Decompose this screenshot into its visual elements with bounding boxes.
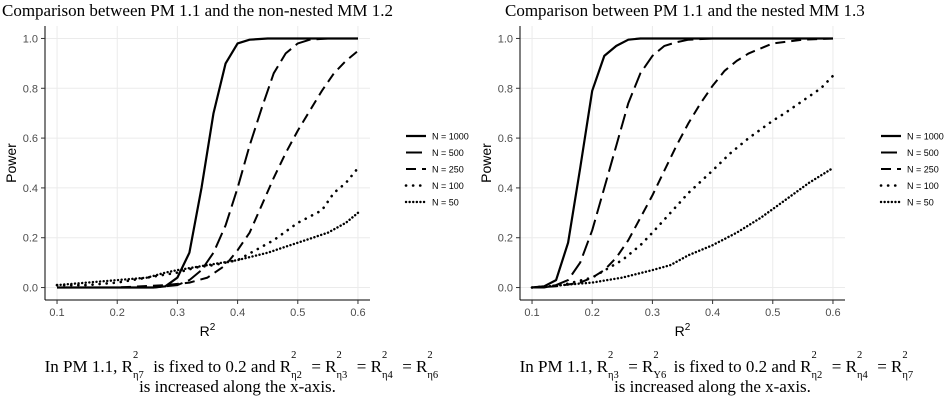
legend-label: N = 50	[432, 198, 459, 208]
r-squared-symbol: R 2 η3	[325, 350, 348, 382]
r-squared-symbol: R 2 η2	[800, 350, 823, 382]
x-axis-title: R2	[200, 322, 216, 339]
x-tick-label: 0.6	[350, 307, 365, 319]
caption-line-1: In PM 1.1, R 2 η3 = R 2 Y6 is fixed to 0.2 a…	[475, 350, 950, 382]
panel-non-nested: Comparison between PM 1.1 and the non-ne…	[0, 1, 475, 397]
r-squared-symbol: R 2 Y6	[642, 350, 667, 382]
series-line	[532, 37, 833, 289]
x-tick-label: 0.6	[825, 307, 840, 319]
equals-sign: =	[831, 357, 842, 376]
legend: N = 1000 N = 500 N = 250 N = 100 N = 50	[404, 132, 469, 208]
series-line	[530, 74, 835, 289]
legend-label: N = 250	[432, 165, 464, 175]
r-squared-symbol: R 2 η2	[279, 350, 302, 382]
y-tick-label: 0.0	[498, 283, 513, 295]
y-tick-label: 0.6	[23, 133, 38, 145]
x-tick-label: 0.3	[645, 307, 660, 319]
y-tick-label: 1.0	[23, 33, 38, 45]
caption-fixed-text: is fixed to 0.2 and	[673, 357, 796, 376]
caption-line-2: is increased along the x-axis.	[139, 377, 336, 396]
y-tick-label: 0.4	[498, 183, 513, 195]
y-tick-label: 0.2	[498, 233, 513, 245]
equals-sign: =	[356, 357, 367, 376]
grid	[45, 26, 370, 300]
panel-nested: Comparison between PM 1.1 and the nested…	[475, 0, 950, 410]
y-tick-label: 1.0	[498, 33, 513, 45]
legend-label: N = 500	[907, 148, 939, 158]
y-tick-label: 0.4	[23, 183, 38, 195]
x-axis-title: R2	[675, 322, 691, 339]
equals-sign: =	[628, 357, 638, 376]
equals-sign: =	[877, 357, 887, 376]
series-line	[57, 37, 358, 289]
x-tick-label: 0.4	[230, 307, 245, 319]
r-squared-symbol: R 2 η7	[121, 350, 144, 382]
series-line	[55, 166, 360, 287]
r-squared-symbol: R 2 η7	[891, 350, 914, 382]
caption-line-2: is increased along the x-axis.	[614, 377, 811, 396]
legend-label: N = 500	[432, 148, 464, 158]
legend-label: N = 100	[907, 181, 939, 191]
y-tick-label: 0.0	[23, 283, 38, 295]
legend-label: N = 50	[907, 198, 934, 208]
y-tick-label: 0.8	[23, 83, 38, 95]
r-squared-symbol: R 2 η4	[370, 350, 393, 382]
r-squared-symbol: R 2 η6	[416, 350, 439, 382]
series-group	[55, 37, 360, 289]
chart-title: Comparison between PM 1.1 and the nested…	[505, 1, 865, 20]
caption-prefix: In PM 1.1,	[44, 357, 118, 376]
x-tick-label: 0.1	[49, 307, 64, 319]
x-tick-label: 0.5	[290, 307, 305, 319]
series-group	[530, 37, 835, 289]
y-tick-label: 0.6	[498, 133, 513, 145]
caption-line-1: In PM 1.1, R 2 η7 is fixed to 0.2 and R 2 η2…	[0, 350, 475, 382]
caption-fixed-text: is fixed to 0.2 and	[153, 357, 276, 376]
power-chart-nested: 0.1 0.2 0.3 0.4 0.5 0.6 0.0 0.2 0.4 0.6 0.8 1.0 R2 Po…	[478, 26, 944, 339]
r-squared-symbol: R 2 η4	[845, 350, 868, 382]
equals-sign: =	[402, 357, 412, 376]
y-tick-label: 0.8	[498, 83, 513, 95]
x-tick-label: 0.2	[110, 307, 125, 319]
y-tick-label: 0.2	[23, 233, 38, 245]
power-chart-non-nested: 0.1 0.2 0.3 0.4 0.5 0.6 0.0 0.2 0.4 0.6 0.8 1.0 R2 Po…	[3, 26, 469, 339]
figure-caption: In PM 1.1, R 2 η7 is fixed to 0.2 and R 2 η2…	[0, 350, 475, 397]
equals-sign: =	[311, 357, 321, 376]
chart-title: Comparison between PM 1.1 and the non-ne…	[2, 1, 393, 20]
legend-label: N = 1000	[907, 132, 944, 142]
x-tick-label: 0.1	[524, 307, 539, 319]
series-line	[531, 37, 833, 289]
legend: N = 1000 N = 500 N = 250 N = 100 N = 50	[879, 132, 944, 208]
legend-label: N = 1000	[432, 132, 469, 142]
series-line	[530, 166, 835, 289]
x-tick-label: 0.5	[765, 307, 780, 319]
series-line	[55, 211, 360, 287]
series-line	[531, 37, 834, 289]
legend-label: N = 100	[432, 181, 464, 191]
figure-caption: In PM 1.1, R 2 η3 = R 2 Y6 is fixed to 0.2 a…	[475, 350, 950, 397]
legend-label: N = 250	[907, 165, 939, 175]
caption-prefix: In PM 1.1,	[519, 357, 593, 376]
series-line	[57, 37, 358, 289]
x-tick-label: 0.3	[170, 307, 185, 319]
y-axis-title: Power	[478, 143, 494, 183]
x-tick-label: 0.2	[585, 307, 600, 319]
series-line	[57, 50, 359, 289]
y-axis-title: Power	[3, 143, 19, 183]
x-tick-label: 0.4	[705, 307, 720, 319]
r-squared-symbol: R 2 η3	[596, 350, 619, 382]
